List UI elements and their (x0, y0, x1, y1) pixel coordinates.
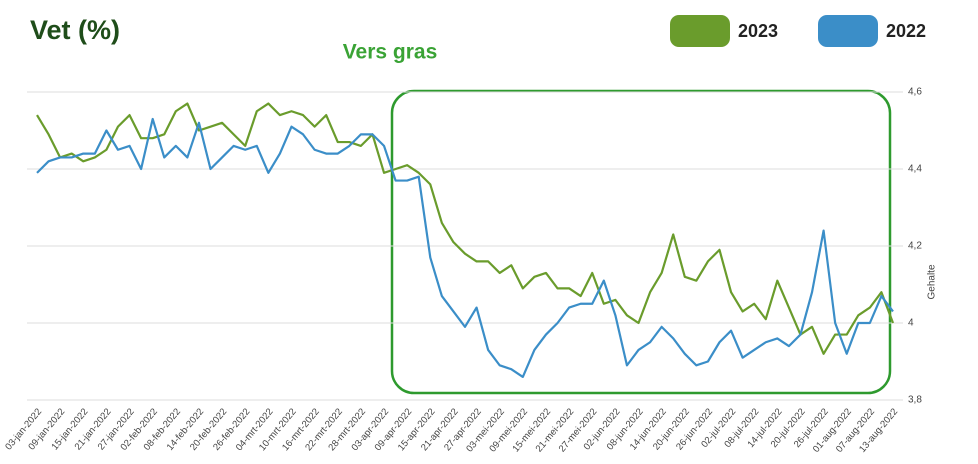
y-tick-label: 4 (908, 318, 914, 329)
legend-swatch (818, 15, 878, 47)
legend-swatch (670, 15, 730, 47)
legend-label: 2023 (738, 21, 778, 41)
highlight-box (390, 89, 892, 395)
line-series (36, 117, 894, 378)
y-tick-label: 4,6 (908, 87, 922, 98)
y-tick-label: 4,2 (908, 241, 922, 252)
y-tick-label: 3,8 (908, 395, 922, 406)
annotation: Vers gras (343, 41, 438, 64)
chart-title: Vet (%) (30, 15, 120, 45)
y-axis-label: Gehalte (927, 264, 938, 299)
legend-label: 2022 (886, 21, 926, 41)
y-tick-label: 4,4 (908, 164, 922, 175)
line-series (36, 102, 895, 355)
